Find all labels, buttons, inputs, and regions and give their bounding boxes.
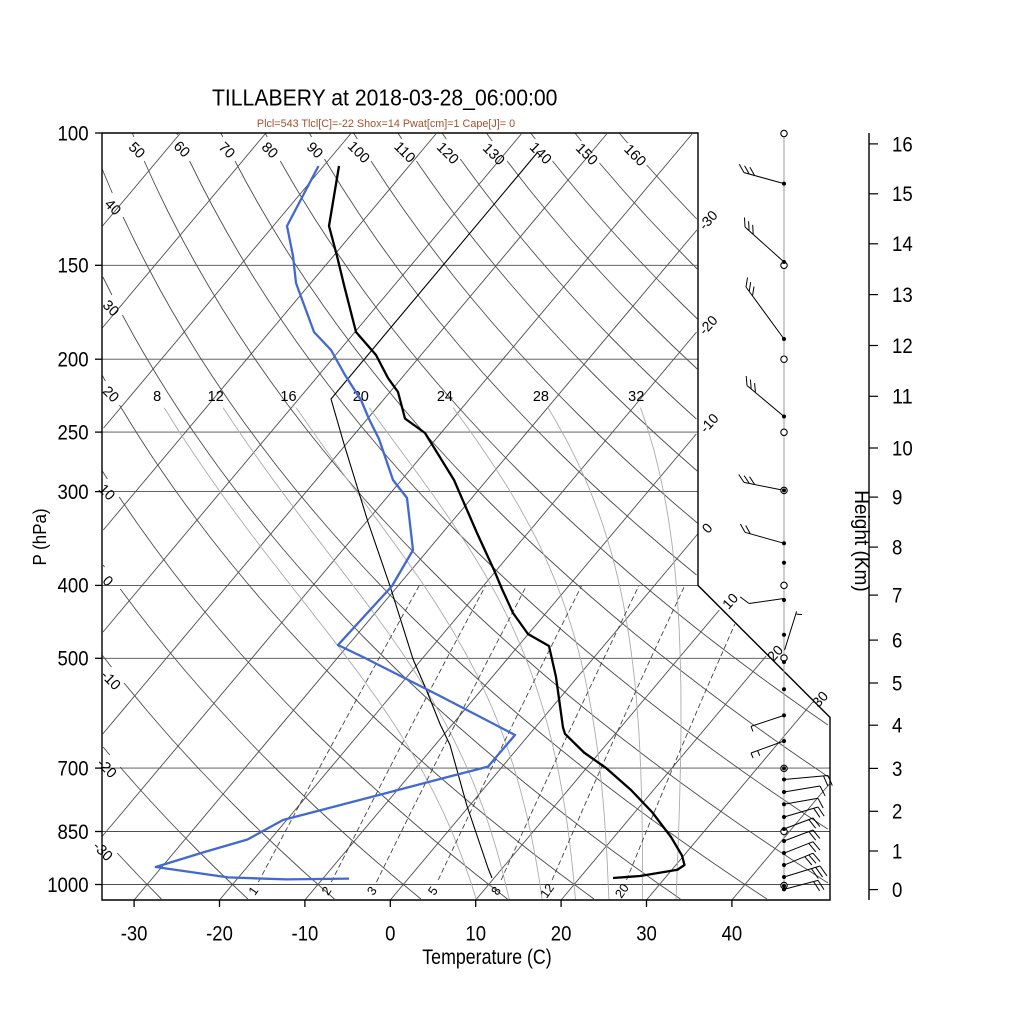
svg-text:12: 12 xyxy=(892,334,913,358)
svg-text:-10: -10 xyxy=(292,922,319,946)
svg-text:100: 100 xyxy=(58,121,89,145)
svg-text:Height (Km): Height (Km) xyxy=(850,490,872,592)
svg-text:3: 3 xyxy=(892,757,902,781)
svg-text:500: 500 xyxy=(58,647,89,671)
svg-text:400: 400 xyxy=(58,574,89,598)
svg-text:7: 7 xyxy=(892,584,902,608)
svg-text:250: 250 xyxy=(58,420,89,444)
svg-text:300: 300 xyxy=(58,480,89,504)
svg-text:24: 24 xyxy=(437,389,453,405)
svg-text:40: 40 xyxy=(722,922,743,946)
svg-text:32: 32 xyxy=(628,389,644,405)
svg-text:12: 12 xyxy=(538,881,558,901)
svg-text:16: 16 xyxy=(280,389,296,405)
svg-text:700: 700 xyxy=(58,756,89,780)
svg-text:30: 30 xyxy=(636,922,657,946)
svg-text:P (hPa): P (hPa) xyxy=(29,509,50,566)
svg-text:8: 8 xyxy=(153,389,161,405)
svg-text:20: 20 xyxy=(551,922,572,946)
svg-text:1: 1 xyxy=(892,839,902,863)
svg-text:-30: -30 xyxy=(121,922,148,946)
svg-text:10: 10 xyxy=(465,922,486,946)
svg-text:4: 4 xyxy=(892,714,902,738)
svg-text:TILLABERY at 2018-03-28_06:00:: TILLABERY at 2018-03-28_06:00:00 xyxy=(212,85,558,111)
svg-text:10: 10 xyxy=(892,436,913,460)
svg-text:1000: 1000 xyxy=(47,873,88,897)
svg-text:6: 6 xyxy=(892,629,902,653)
svg-text:11: 11 xyxy=(892,385,913,409)
svg-text:2: 2 xyxy=(892,800,902,824)
svg-text:28: 28 xyxy=(533,389,549,405)
svg-text:13: 13 xyxy=(892,283,913,307)
svg-text:200: 200 xyxy=(58,348,89,372)
svg-text:5: 5 xyxy=(892,671,902,695)
svg-text:850: 850 xyxy=(58,820,89,844)
svg-text:16: 16 xyxy=(892,132,913,156)
svg-text:12: 12 xyxy=(208,389,224,405)
svg-text:20: 20 xyxy=(612,881,632,901)
svg-text:0: 0 xyxy=(892,878,902,902)
svg-text:8: 8 xyxy=(892,536,902,560)
svg-text:0: 0 xyxy=(385,922,395,946)
svg-text:Temperature (C): Temperature (C) xyxy=(422,946,551,969)
svg-text:150: 150 xyxy=(58,254,89,278)
svg-text:9: 9 xyxy=(892,486,902,510)
svg-text:Plcl=543 Tlcl[C]=-22 Shox=14 P: Plcl=543 Tlcl[C]=-22 Shox=14 Pwat[cm]=1 … xyxy=(257,118,515,130)
svg-text:-20: -20 xyxy=(206,922,233,946)
svg-text:15: 15 xyxy=(892,182,913,206)
svg-text:14: 14 xyxy=(892,232,913,256)
